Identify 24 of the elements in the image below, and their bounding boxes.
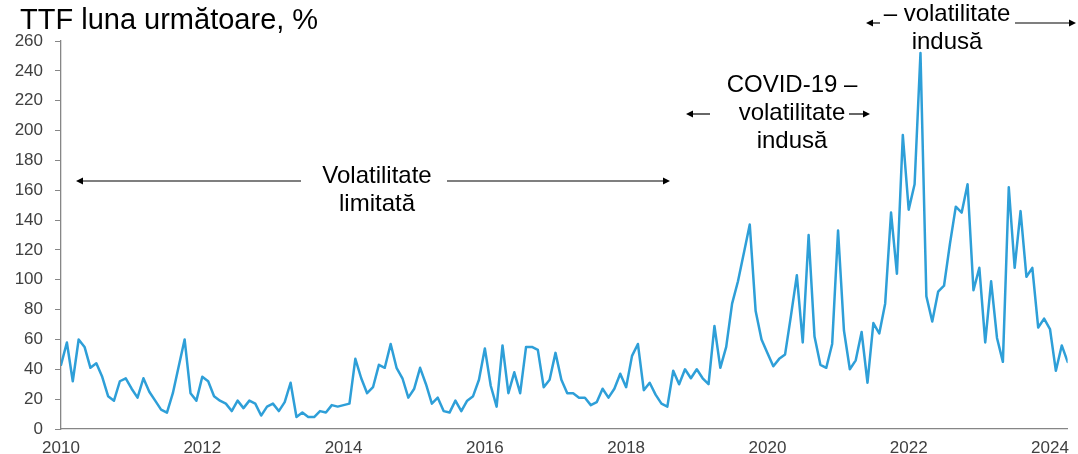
y-tick-label: 100 [14,269,43,289]
annotation: COVID-19 – volatilitate indusă [726,69,858,153]
y-tick-label: 60 [24,329,43,349]
y-tick-label: 180 [14,150,43,170]
y-tick-label: 240 [14,60,43,80]
y-tick-label: 80 [24,299,43,319]
x-tick-label: 2010 [42,437,80,454]
y-tick-label: 140 [14,209,43,229]
x-tick-label: 2012 [183,437,222,454]
x-tick-label: 2018 [607,437,646,454]
y-tick-label: 120 [14,239,43,259]
y-tick-label: 0 [33,418,43,438]
x-tick-label: 2014 [324,437,363,454]
y-tick-label: 160 [14,179,43,199]
annotation: Volatilitate limitată [322,160,432,216]
y-tick-label: 200 [14,120,43,140]
y-tick-label: 40 [24,359,43,378]
x-tick-label: 2020 [748,437,787,454]
x-tick-label: 2016 [465,437,504,454]
annotation: – volatilitate indusă [883,0,1011,54]
x-tick-label: 2022 [889,437,928,454]
y-tick-label: 220 [14,90,43,110]
x-tick-label: 2024 [1031,437,1069,454]
y-tick-label: 20 [24,388,43,408]
